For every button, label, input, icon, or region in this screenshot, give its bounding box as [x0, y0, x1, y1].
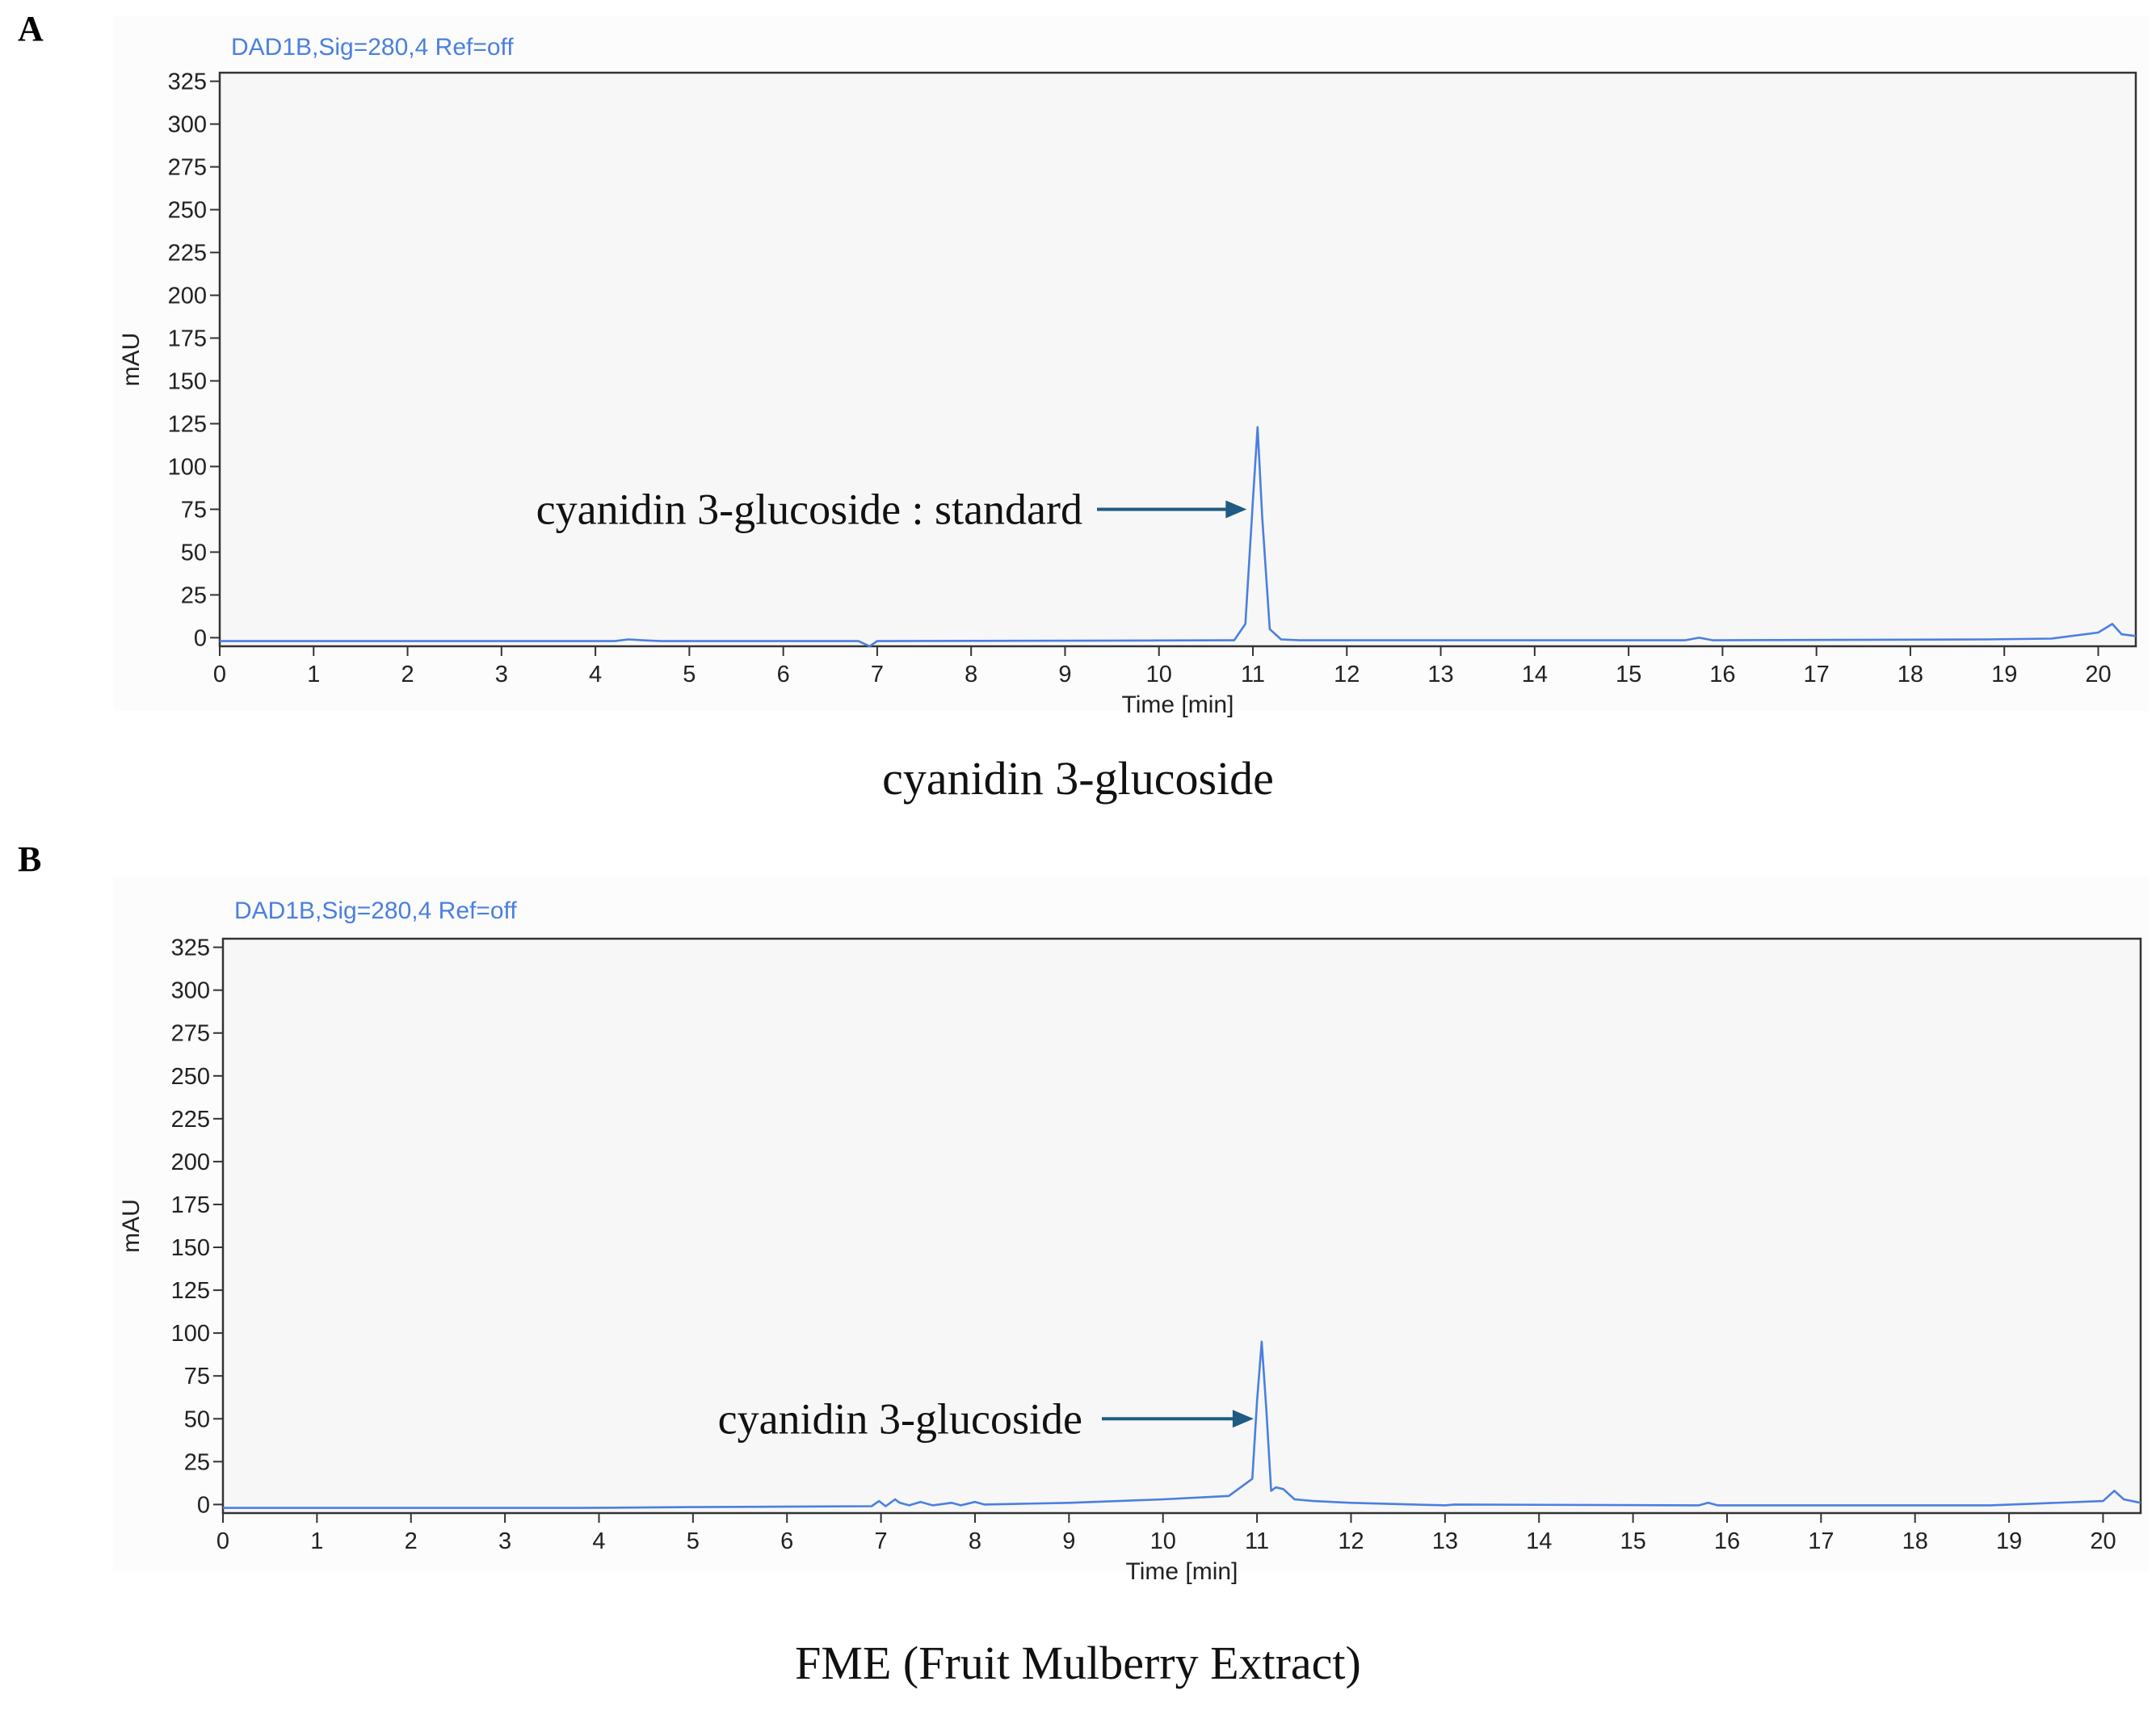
trace-line [223, 1340, 2141, 1509]
x-tick-label: 3 [495, 662, 508, 687]
y-tick-label: 175 [171, 1192, 210, 1218]
x-tick-label: 11 [1241, 662, 1265, 687]
y-tick-label: 300 [168, 112, 207, 138]
x-tick-label: 10 [1146, 662, 1172, 687]
x-tick-label: 17 [1804, 662, 1830, 687]
x-axis-title: Time [min] [1122, 692, 1234, 718]
x-tick-label: 2 [401, 662, 414, 687]
y-tick-label: 175 [168, 326, 207, 352]
y-tick-label: 200 [168, 284, 207, 309]
y-tick-label: 125 [171, 1278, 210, 1304]
peak-annotation: cyanidin 3-glucoside : standard [536, 485, 1082, 533]
x-tick-label: 9 [1062, 1528, 1075, 1554]
x-tick-label: 11 [1245, 1528, 1269, 1554]
y-axis-title: mAU [118, 333, 145, 387]
x-tick-label: 6 [780, 1528, 793, 1554]
signal-label: DAD1B,Sig=280,4 Ref=off [234, 898, 517, 924]
caption-b: FME (Fruit Mulberry Extract) [795, 1637, 1361, 1689]
x-tick-label: 0 [216, 1528, 229, 1554]
y-tick-label: 50 [181, 540, 207, 565]
x-tick-label: 20 [2090, 1528, 2116, 1554]
x-tick-label: 2 [405, 1528, 418, 1554]
y-tick-label: 275 [168, 155, 207, 181]
y-tick-label: 275 [171, 1021, 210, 1047]
x-tick-label: 4 [592, 1528, 605, 1554]
y-tick-label: 75 [184, 1364, 210, 1389]
x-tick-label: 16 [1714, 1528, 1740, 1554]
trace-line [220, 426, 2137, 648]
x-tick-label: 13 [1427, 662, 1453, 687]
y-tick-label: 50 [184, 1406, 210, 1432]
y-tick-label: 250 [171, 1064, 210, 1090]
x-tick-label: 1 [307, 662, 320, 687]
arrow-head [1232, 1410, 1254, 1428]
y-tick-label: 100 [171, 1321, 210, 1347]
x-tick-label: 9 [1058, 662, 1071, 687]
y-tick-label: 125 [168, 411, 207, 437]
x-tick-label: 13 [1432, 1528, 1458, 1554]
plot-frame [218, 71, 2137, 648]
y-tick-label: 325 [171, 935, 210, 961]
x-axis-title: Time [min] [1126, 1558, 1238, 1585]
panel-label-a: A [18, 9, 44, 48]
x-tick-label: 16 [1709, 662, 1735, 687]
x-tick-label: 7 [875, 1528, 888, 1554]
x-tick-label: 20 [2085, 662, 2111, 687]
x-tick-label: 19 [1996, 1528, 2022, 1554]
chromatogram-a: DAD1B,Sig=280,4 Ref=off02550751001251501… [113, 16, 2149, 718]
y-tick-label: 0 [197, 1492, 210, 1518]
x-tick-label: 18 [1898, 662, 1923, 687]
x-tick-label: 5 [683, 662, 696, 687]
y-tick-label: 325 [168, 69, 207, 95]
signal-label: DAD1B,Sig=280,4 Ref=off [231, 34, 514, 61]
plot-frame [221, 937, 2142, 1515]
x-tick-label: 8 [965, 662, 977, 687]
y-tick-label: 100 [168, 454, 207, 480]
x-tick-label: 10 [1150, 1528, 1176, 1554]
x-tick-label: 19 [1991, 662, 2017, 687]
x-tick-label: 15 [1620, 1528, 1645, 1554]
y-tick-label: 25 [184, 1449, 210, 1475]
x-tick-label: 18 [1902, 1528, 1928, 1554]
chromatogram-b: DAD1B,Sig=280,4 Ref=off02550751001251501… [113, 877, 2149, 1585]
x-tick-label: 8 [969, 1528, 981, 1554]
y-tick-label: 25 [181, 582, 207, 608]
peak-annotation: cyanidin 3-glucoside [718, 1394, 1082, 1443]
x-tick-label: 17 [1808, 1528, 1834, 1554]
y-tick-label: 75 [181, 497, 207, 523]
caption-a: cyanidin 3-glucoside [882, 752, 1274, 805]
x-tick-label: 12 [1338, 1528, 1364, 1554]
y-tick-label: 225 [171, 1107, 210, 1133]
x-tick-label: 14 [1526, 1528, 1552, 1554]
y-tick-label: 250 [168, 198, 207, 224]
y-tick-label: 150 [168, 368, 207, 394]
x-tick-label: 0 [213, 662, 226, 687]
x-tick-label: 14 [1522, 662, 1548, 687]
y-tick-label: 300 [171, 978, 210, 1004]
y-tick-label: 150 [171, 1235, 210, 1261]
y-tick-label: 225 [168, 241, 207, 267]
x-tick-label: 4 [589, 662, 602, 687]
x-tick-label: 3 [498, 1528, 511, 1554]
y-tick-label: 200 [171, 1150, 210, 1175]
x-tick-label: 15 [1616, 662, 1641, 687]
x-tick-label: 5 [687, 1528, 700, 1554]
y-tick-label: 0 [194, 625, 207, 651]
panel-label-b: B [18, 839, 42, 879]
x-tick-label: 6 [777, 662, 790, 687]
x-tick-label: 12 [1334, 662, 1360, 687]
arrow-head [1225, 500, 1247, 519]
x-tick-label: 7 [871, 662, 884, 687]
x-tick-label: 1 [310, 1528, 323, 1554]
y-axis-title: mAU [118, 1199, 145, 1253]
